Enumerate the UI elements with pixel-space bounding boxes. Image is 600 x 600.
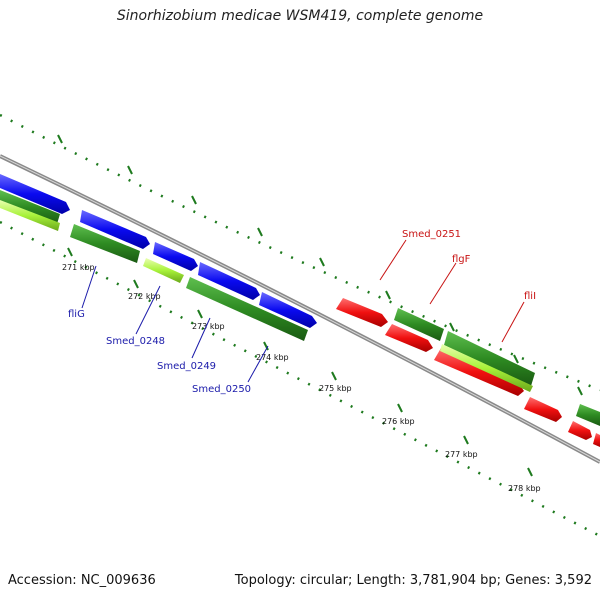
gene-arrow: [568, 421, 592, 440]
ruler-label: 277 kbp: [445, 450, 478, 459]
gene-label-smed-0251: Smed_0251: [402, 229, 461, 240]
reverse-gene-labels: Smed_0251 flgF fliI: [379, 229, 536, 343]
gene-arrow: [198, 262, 260, 300]
gene-label-smed-0248: Smed_0248: [106, 336, 165, 347]
gene-label-flig: fliG: [68, 309, 85, 320]
gene-arrow: [593, 433, 600, 447]
gene-arrow: [0, 174, 70, 214]
outer-ruler: [0, 113, 600, 396]
gene-arrow: [259, 292, 317, 328]
ruler-label: 272 kbp: [128, 292, 161, 301]
gene-arrow: [524, 397, 562, 422]
cds-features: [0, 190, 600, 426]
gene-arrow: [434, 348, 524, 396]
ruler-label: 274 kbp: [256, 353, 289, 362]
gene-arrow: [385, 324, 433, 352]
ruler-labels: 271 kbp 272 kbp 273 kbp 274 kbp 275 kbp …: [62, 263, 541, 493]
map-title: Sinorhizobium medicae WSM419, complete g…: [116, 8, 484, 24]
gene-label-flii: fliI: [524, 291, 536, 302]
forward-gene-labels: fliG Smed_0248 Smed_0249 Smed_0250: [68, 265, 269, 395]
inner-ruler: [0, 220, 600, 538]
accession-label: Accession: NC_009636: [8, 573, 156, 588]
reverse-genes: [336, 298, 600, 447]
gene-arrow: [336, 298, 388, 327]
ruler-label: 275 kbp: [319, 384, 352, 393]
ruler-label: 276 kbp: [382, 417, 415, 426]
ruler-label: 278 kbp: [508, 484, 541, 493]
forward-genes: [0, 174, 317, 328]
genome-backbone: [0, 154, 600, 464]
rna-features: [0, 200, 533, 392]
gene-arrow: [153, 242, 198, 271]
ruler-label: 273 kbp: [192, 322, 225, 331]
genome-summary: Topology: circular; Length: 3,781,904 bp…: [234, 573, 592, 588]
gene-label-smed-0249: Smed_0249: [157, 361, 216, 372]
gene-label-flgf: flgF: [452, 254, 471, 265]
gene-arrow: [80, 210, 150, 249]
ruler-label: 271 kbp: [62, 263, 95, 272]
gene-label-smed-0250: Smed_0250: [192, 384, 251, 395]
